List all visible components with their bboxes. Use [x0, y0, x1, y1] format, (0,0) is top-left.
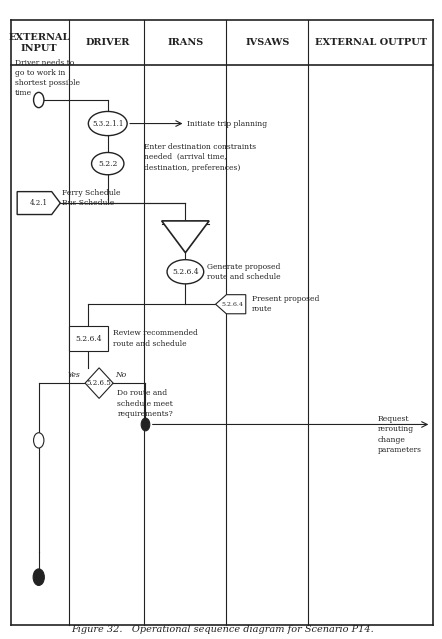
Polygon shape: [216, 295, 246, 314]
Text: 5.2.6.4: 5.2.6.4: [75, 335, 102, 343]
FancyBboxPatch shape: [69, 327, 108, 351]
Text: 5.2.6.4: 5.2.6.4: [172, 268, 199, 276]
Circle shape: [141, 418, 150, 431]
Circle shape: [33, 569, 44, 585]
Circle shape: [34, 433, 44, 448]
Text: Do route and
schedule meet
requirements?: Do route and schedule meet requirements?: [118, 390, 173, 419]
Ellipse shape: [88, 111, 127, 135]
Text: Generate proposed
route and schedule: Generate proposed route and schedule: [207, 263, 281, 281]
Text: DRIVER: DRIVER: [86, 38, 130, 47]
Text: Initiate trip planning: Initiate trip planning: [187, 119, 267, 128]
Text: EXTERNAL
INPUT: EXTERNAL INPUT: [8, 33, 69, 53]
Text: 5.2.2: 5.2.2: [98, 160, 118, 167]
Text: Figure 32.   Operational sequence diagram for Scenario P14.: Figure 32. Operational sequence diagram …: [71, 626, 373, 635]
Polygon shape: [85, 368, 113, 398]
Text: EXTERNAL OUTPUT: EXTERNAL OUTPUT: [315, 38, 427, 47]
Polygon shape: [17, 192, 60, 215]
Text: Driver needs to
go to work in
shortest possible
time: Driver needs to go to work in shortest p…: [15, 59, 80, 97]
Text: Ferry Schedule
Bus Schedule: Ferry Schedule Bus Schedule: [61, 189, 120, 206]
Ellipse shape: [167, 259, 204, 284]
Text: Present proposed
route: Present proposed route: [252, 295, 320, 314]
Text: IVSAWS: IVSAWS: [245, 38, 290, 47]
Text: Yes: Yes: [67, 371, 80, 380]
Text: 5.2.6.4: 5.2.6.4: [222, 302, 244, 307]
Text: 4.2.1: 4.2.1: [30, 199, 48, 207]
Text: 5.3.2.1.1: 5.3.2.1.1: [92, 119, 123, 128]
Text: 5.2.6.5: 5.2.6.5: [87, 379, 111, 387]
Text: IRANS: IRANS: [167, 38, 203, 47]
Text: No: No: [115, 371, 126, 380]
Text: Request
rerouting
change
parameters: Request rerouting change parameters: [377, 415, 421, 454]
Text: Enter destination constraints
needed  (arrival time,
destination, preferences): Enter destination constraints needed (ar…: [145, 143, 256, 172]
Ellipse shape: [91, 153, 124, 174]
Polygon shape: [162, 221, 209, 252]
Text: Review recommended
route and schedule: Review recommended route and schedule: [113, 329, 198, 348]
